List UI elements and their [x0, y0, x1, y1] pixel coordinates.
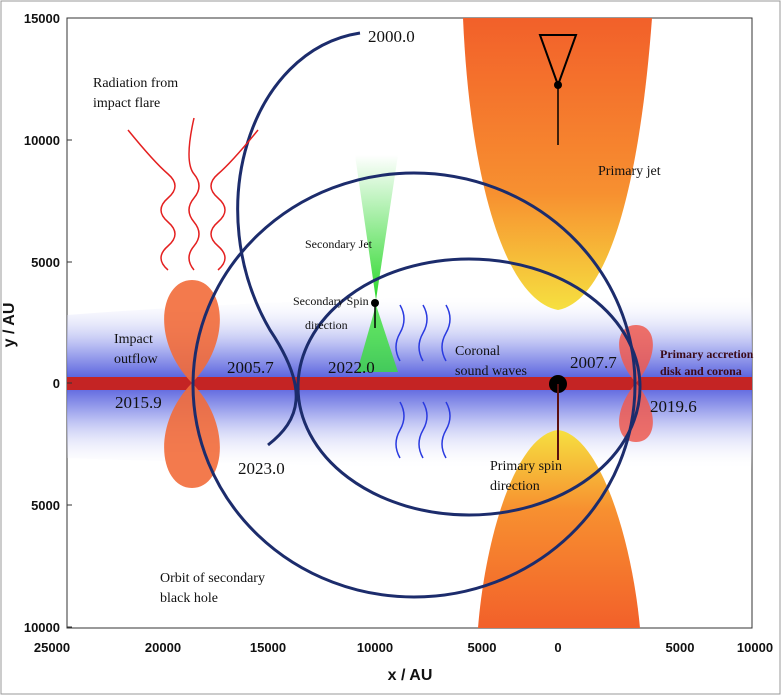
- label: Secondary Spin: [293, 294, 369, 308]
- label: impact flare: [93, 96, 160, 111]
- y-tick-label: 10000: [24, 133, 60, 148]
- x-tick-labels: 25000 20000 15000 10000 5000 0 5000 1000…: [34, 640, 773, 655]
- label: Secondary Jet: [305, 237, 373, 251]
- y-axis-label: y / AU: [1, 303, 18, 348]
- x-tick-label: 10000: [737, 640, 773, 655]
- label: 2019.6: [650, 397, 697, 416]
- label: 2007.7: [570, 353, 617, 372]
- label: direction: [305, 318, 348, 332]
- x-tick-label: 10000: [357, 640, 393, 655]
- label: 2023.0: [238, 459, 285, 478]
- labels: Radiation from impact flare 2000.0 Prima…: [93, 27, 754, 606]
- y-tick-label: 15000: [24, 11, 60, 26]
- y-tick-label: 10000: [24, 620, 60, 635]
- label: black hole: [160, 591, 218, 606]
- label: Radiation from: [93, 76, 178, 91]
- label: Primary spin: [490, 459, 562, 474]
- x-axis-label: x / AU: [388, 667, 433, 684]
- x-tick-label: 15000: [250, 640, 286, 655]
- label: 2022.0: [328, 358, 375, 377]
- label: Coronal: [455, 344, 500, 359]
- y-tick-label: 5000: [31, 498, 60, 513]
- label: Orbit of secondary: [160, 571, 265, 586]
- label: disk and corona: [660, 364, 742, 378]
- y-tick-label: 0: [53, 376, 60, 391]
- label: Primary jet: [598, 164, 661, 179]
- label: Primary accretion: [660, 347, 754, 361]
- y-tick-labels: 15000 10000 5000 0 5000 10000: [24, 11, 60, 635]
- label: sound waves: [455, 364, 527, 379]
- label: 2000.0: [368, 27, 415, 46]
- x-tick-label: 5000: [468, 640, 497, 655]
- x-tick-label: 0: [554, 640, 561, 655]
- x-tick-label: 25000: [34, 640, 70, 655]
- y-tick-label: 5000: [31, 255, 60, 270]
- x-tick-label: 20000: [145, 640, 181, 655]
- label: direction: [490, 479, 540, 494]
- label: 2005.7: [227, 358, 274, 377]
- axis-ticks: [67, 17, 72, 628]
- label: outflow: [114, 352, 158, 367]
- plot: [66, 17, 753, 629]
- label: Impact: [114, 332, 153, 347]
- label: 2015.9: [115, 393, 162, 412]
- x-tick-label: 5000: [666, 640, 695, 655]
